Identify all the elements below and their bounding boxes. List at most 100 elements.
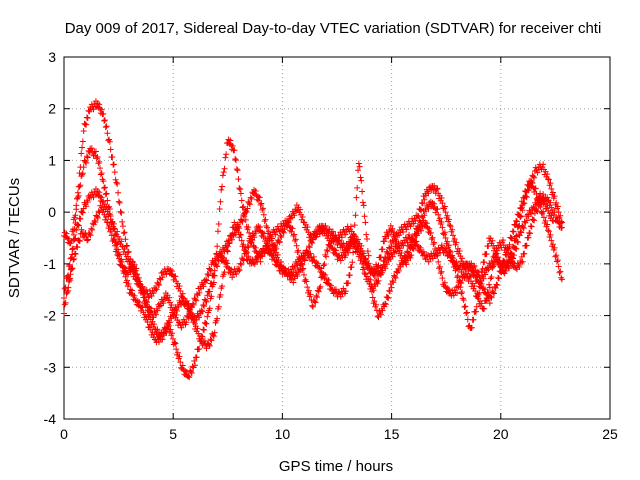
data-point <box>252 187 259 194</box>
data-point <box>493 254 500 261</box>
data-point <box>307 291 314 298</box>
data-point <box>154 326 161 333</box>
data-point <box>201 337 208 344</box>
data-point <box>502 267 509 274</box>
data-point <box>233 166 240 173</box>
data-point <box>187 309 194 316</box>
data-point <box>547 199 554 206</box>
data-point <box>385 251 392 258</box>
data-point <box>361 270 368 277</box>
data-point <box>293 242 300 249</box>
data-point <box>186 308 193 315</box>
data-point <box>219 283 226 290</box>
data-point <box>70 256 77 263</box>
data-point <box>361 213 368 220</box>
data-point <box>338 234 345 241</box>
data-point <box>247 194 254 201</box>
data-point <box>436 263 443 270</box>
data-point <box>83 203 90 210</box>
data-point <box>384 294 391 301</box>
data-point <box>300 271 307 278</box>
data-point <box>510 228 517 235</box>
data-point <box>446 247 453 254</box>
data-point <box>438 268 445 275</box>
data-point <box>125 281 132 288</box>
data-point <box>248 195 255 202</box>
data-point <box>526 229 533 236</box>
data-point <box>531 205 538 212</box>
data-point <box>457 284 464 291</box>
data-point <box>435 258 442 265</box>
data-point <box>74 222 81 229</box>
data-point <box>353 194 360 201</box>
data-point <box>462 303 469 310</box>
data-point <box>348 264 355 271</box>
data-point <box>261 218 268 225</box>
data-point <box>514 238 521 245</box>
data-point <box>243 209 250 216</box>
data-point <box>92 148 99 155</box>
data-point <box>119 223 126 230</box>
data-point <box>100 178 107 185</box>
data-point <box>351 222 358 229</box>
data-point <box>421 212 428 219</box>
data-point <box>400 229 407 236</box>
data-point <box>395 267 402 274</box>
data-point <box>481 259 488 266</box>
data-point <box>481 286 488 293</box>
data-point <box>210 272 217 279</box>
data-point <box>456 248 463 255</box>
data-point <box>547 231 554 238</box>
data-point <box>163 326 170 333</box>
data-point <box>478 300 485 307</box>
data-point <box>76 238 83 245</box>
data-point <box>478 281 485 288</box>
grid-layer <box>64 57 610 419</box>
data-point <box>510 255 517 262</box>
x-tick-label: 0 <box>60 426 68 442</box>
data-point <box>392 274 399 281</box>
data-point <box>370 265 377 272</box>
data-point <box>527 230 534 237</box>
data-point <box>252 230 259 237</box>
data-point <box>246 201 253 208</box>
data-point <box>558 224 565 231</box>
data-point <box>487 293 494 300</box>
data-point <box>531 174 538 181</box>
data-point <box>512 245 519 252</box>
data-point <box>243 249 250 256</box>
data-point <box>431 182 438 189</box>
data-point <box>79 209 86 216</box>
data-point <box>278 259 285 266</box>
data-point <box>352 233 359 240</box>
data-point <box>419 200 426 207</box>
data-point <box>436 265 443 272</box>
data-point <box>294 273 301 280</box>
data-point <box>184 313 191 320</box>
data-point <box>215 303 222 310</box>
data-point <box>540 161 547 168</box>
data-point <box>73 243 80 250</box>
data-point <box>83 114 90 121</box>
data-point <box>106 223 113 230</box>
data-point <box>475 269 482 276</box>
data-point <box>305 249 312 256</box>
data-point <box>185 373 192 380</box>
data-point <box>410 245 417 252</box>
data-point <box>518 205 525 212</box>
data-point <box>418 199 425 206</box>
data-point <box>169 335 176 342</box>
data-point <box>355 240 362 247</box>
data-point <box>65 284 72 291</box>
data-point <box>360 264 367 271</box>
data-point <box>532 185 539 192</box>
data-point <box>67 275 74 282</box>
data-point <box>456 277 463 284</box>
data-point <box>553 199 560 206</box>
data-point <box>291 237 298 244</box>
data-point <box>98 106 105 113</box>
data-point <box>196 289 203 296</box>
y-tick-label: -1 <box>44 256 57 272</box>
data-point <box>438 218 445 225</box>
data-point <box>116 199 123 206</box>
